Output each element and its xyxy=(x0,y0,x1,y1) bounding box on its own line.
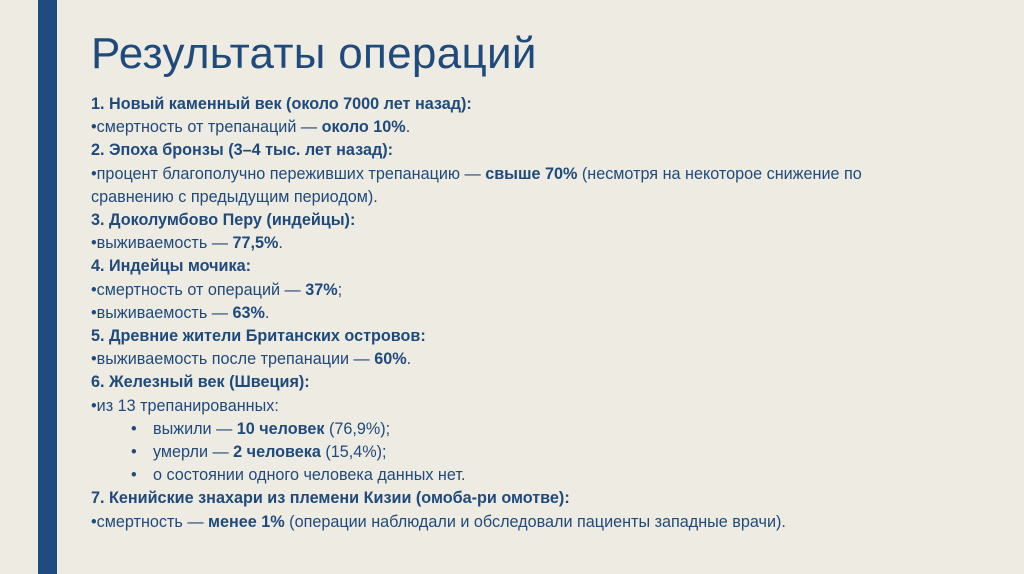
item-value: 2 человека xyxy=(233,443,321,462)
item-text: процент благополучно переживших трепанац… xyxy=(96,164,486,183)
item-suffix: (несмотря на некоторое снижение по xyxy=(577,164,862,183)
bullet-item: •выживаемость — 77,5%. xyxy=(91,232,971,255)
sub-bullet-item: • умерли — 2 человека (15,4%); xyxy=(91,441,971,464)
item-suffix: (операции наблюдали и обследовали пациен… xyxy=(284,512,786,531)
bullet-item: •смертность — менее 1% (операции наблюда… xyxy=(91,511,971,534)
bullet-item: •процент благополучно переживших трепана… xyxy=(91,163,971,186)
item-text: из 13 трепанированных: xyxy=(96,396,279,415)
bullet-glyph: • xyxy=(131,443,137,462)
item-value: свыше 70% xyxy=(485,164,578,183)
bullet-glyph: • xyxy=(91,280,97,299)
bullet-item: •смертность от операций — 37%; xyxy=(91,279,971,302)
bullet-glyph: • xyxy=(91,396,97,415)
item-value: 63% xyxy=(232,303,265,322)
item-text: выжили — xyxy=(153,419,237,438)
item-suffix: ; xyxy=(337,280,343,299)
item-suffix: . xyxy=(278,234,283,253)
item-text: смертность от трепанаций — xyxy=(96,118,322,137)
bullet-glyph: • xyxy=(91,350,97,369)
section-heading: 6. Железный век (Швеция): xyxy=(91,373,310,392)
item-suffix: . xyxy=(406,350,412,369)
bullet-glyph: • xyxy=(131,466,137,485)
bullet-item-continuation: сравнению с предыдущим периодом). xyxy=(91,187,378,206)
bullet-glyph: • xyxy=(91,164,97,183)
item-value: 37% xyxy=(305,280,338,299)
item-text: смертность от операций — xyxy=(96,280,306,299)
bullet-glyph: • xyxy=(91,118,97,137)
item-text: выживаемость — xyxy=(96,303,233,322)
item-value: около 10% xyxy=(321,118,406,137)
bullet-item: •смертность от трепанаций — около 10%. xyxy=(91,116,971,139)
section-heading: 2. Эпоха бронзы (3–4 тыс. лет назад): xyxy=(91,141,393,160)
bullet-item: •из 13 трепанированных: xyxy=(91,395,971,418)
item-text: умерли — xyxy=(153,443,234,462)
bullet-glyph: • xyxy=(91,303,97,322)
slide-content: 1. Новый каменный век (около 7000 лет на… xyxy=(91,93,971,534)
item-value: менее 1% xyxy=(208,512,285,531)
item-value: 10 человек xyxy=(236,419,325,438)
section-heading: 5. Древние жители Британских островов: xyxy=(91,327,426,346)
item-suffix: (15,4%); xyxy=(320,443,387,462)
slide-title: Результаты операций xyxy=(91,29,537,78)
item-text: выживаемость после трепанации — xyxy=(96,350,375,369)
item-value: 60% xyxy=(374,350,407,369)
bullet-item: •выживаемость — 63%. xyxy=(91,302,971,325)
accent-side-bar xyxy=(38,0,57,574)
bullet-glyph: • xyxy=(91,234,97,253)
section-heading: 4. Индейцы мочика: xyxy=(91,257,252,276)
bullet-item: •выживаемость после трепанации — 60%. xyxy=(91,348,971,371)
item-text: о состоянии одного человека данных нет. xyxy=(153,466,466,485)
section-heading: 7. Кенийские знахари из племени Кизии (о… xyxy=(91,489,570,508)
sub-bullet-item: • о состоянии одного человека данных нет. xyxy=(91,464,971,487)
item-text: смертность — xyxy=(96,512,209,531)
item-suffix: (76,9%); xyxy=(324,419,391,438)
item-suffix: . xyxy=(264,303,270,322)
sub-bullet-item: • выжили — 10 человек (76,9%); xyxy=(91,418,971,441)
item-text: выживаемость — xyxy=(96,234,233,253)
section-heading: 3. Доколумбово Перу (индейцы): xyxy=(91,211,356,230)
item-suffix: . xyxy=(405,118,411,137)
bullet-glyph: • xyxy=(131,419,137,438)
item-value: 77,5% xyxy=(232,234,279,253)
section-heading: 1. Новый каменный век (около 7000 лет на… xyxy=(91,95,472,113)
bullet-glyph: • xyxy=(91,512,97,531)
